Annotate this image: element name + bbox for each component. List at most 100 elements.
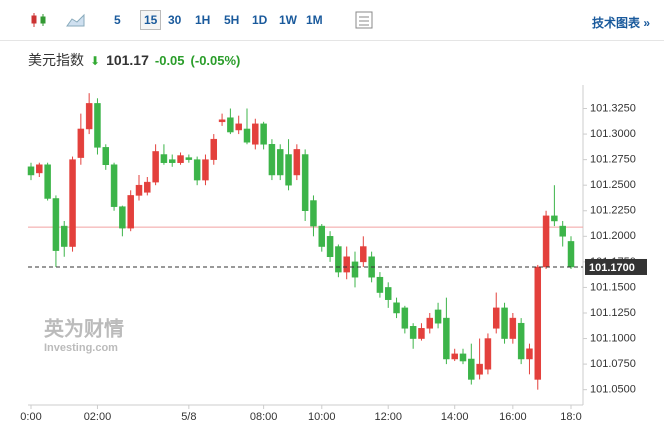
- candle-body: [451, 353, 458, 360]
- last-price-label: 101.1700: [589, 262, 635, 274]
- y-tick-label: 101.1500: [590, 281, 636, 293]
- candle-body: [260, 123, 267, 145]
- candle-body: [227, 117, 234, 133]
- y-tick-label: 101.0500: [590, 384, 636, 396]
- x-tick-label: 16:00: [499, 411, 527, 423]
- candle-body: [534, 266, 542, 380]
- candle-body: [252, 123, 259, 145]
- candle-body: [135, 184, 143, 196]
- candle-body: [492, 307, 500, 329]
- candle-body: [193, 159, 201, 181]
- last-price-box: [585, 258, 647, 275]
- candle-body: [326, 236, 334, 258]
- watermark-cn: 英为财情: [44, 316, 124, 340]
- candle-icon[interactable]: [30, 12, 48, 28]
- candle-body: [318, 225, 326, 247]
- price: 101.17: [106, 52, 149, 68]
- y-tick-label: 101.1000: [590, 332, 636, 344]
- y-tick-label: 101.3000: [590, 128, 636, 140]
- candle-body: [443, 317, 450, 360]
- interval-button[interactable]: 5H: [224, 13, 240, 27]
- candle-body: [310, 200, 317, 227]
- change: -0.05: [154, 53, 185, 68]
- candle-body: [119, 206, 126, 229]
- candle-body: [384, 287, 392, 300]
- candle-body: [235, 123, 242, 131]
- y-tick-label: 101.2250: [590, 205, 636, 217]
- candle-body: [293, 149, 301, 176]
- y-tick-label: 101.2000: [590, 230, 636, 242]
- candle-body: [268, 144, 276, 176]
- interval-button[interactable]: 30: [168, 13, 182, 27]
- candle-body: [559, 225, 566, 237]
- area-icon[interactable]: [66, 12, 86, 28]
- interval-button[interactable]: 15: [140, 10, 162, 30]
- y-tick-label: 101.2750: [590, 154, 636, 166]
- candle-body: [351, 261, 359, 278]
- instrument-name: 美元指数: [28, 52, 84, 68]
- interval-button[interactable]: 1M: [306, 13, 323, 27]
- candle-body: [567, 241, 575, 268]
- down-arrow: ⬇: [90, 54, 101, 68]
- interval-button[interactable]: 1H: [195, 13, 211, 27]
- candle-body: [36, 164, 43, 174]
- candle-body: [185, 157, 193, 160]
- interval-button[interactable]: 1W: [279, 13, 297, 27]
- x-tick-label: 08:00: [250, 411, 278, 423]
- candle-body: [177, 155, 184, 163]
- change-pct: (-0.05%): [190, 53, 241, 68]
- x-tick-label: 12:00: [374, 411, 402, 423]
- candle-body: [409, 326, 417, 339]
- candle-body: [360, 246, 367, 263]
- candle-body: [551, 215, 558, 222]
- candle-body: [85, 103, 93, 130]
- candle-body: [468, 358, 475, 380]
- candle-body: [94, 103, 101, 148]
- candle-body: [44, 164, 51, 199]
- watermark-en: Investing.com: [44, 342, 118, 354]
- candle-body: [152, 151, 159, 183]
- candle-body: [77, 128, 85, 158]
- candle-body: [335, 246, 342, 273]
- candle-body: [434, 309, 442, 324]
- candle-body: [218, 119, 226, 123]
- candle-body: [27, 166, 35, 176]
- x-tick-label: 10:00: [308, 411, 336, 423]
- candle-body: [168, 159, 176, 163]
- candle-body: [484, 338, 492, 370]
- settings-icon[interactable]: [355, 11, 373, 29]
- interval-button[interactable]: 1D: [252, 13, 268, 27]
- candle-body: [426, 317, 434, 329]
- candle-body: [459, 353, 467, 362]
- candle-body: [301, 154, 309, 212]
- candle-body: [60, 225, 68, 247]
- interval-button[interactable]: 5: [114, 13, 121, 27]
- candle-body: [160, 154, 168, 163]
- x-tick-label: 18:0: [560, 411, 581, 423]
- candle-body: [110, 164, 118, 207]
- candle-body: [102, 147, 110, 165]
- candle-body: [52, 198, 60, 251]
- y-tick-label: 101.3250: [590, 102, 636, 114]
- candle-body: [127, 195, 134, 229]
- toolbar: 5 15 30 1H 5H 1D 1W 1M 技术图表 »: [0, 0, 664, 41]
- candle-body: [526, 348, 533, 360]
- candle-body: [243, 128, 251, 143]
- x-tick-label: 5/8: [181, 411, 196, 423]
- candle-body: [276, 149, 284, 176]
- candle-body: [393, 302, 400, 314]
- candle-body: [285, 154, 292, 186]
- candle-body: [418, 328, 425, 339]
- y-tick-label: 101.0750: [590, 358, 636, 370]
- tech-chart-link[interactable]: 技术图表 »: [591, 16, 650, 30]
- x-tick-label: 14:00: [441, 411, 469, 423]
- candle-body: [509, 317, 517, 339]
- candle-body: [542, 215, 550, 268]
- y-tick-label: 101.2500: [590, 179, 636, 191]
- candle-body: [69, 159, 76, 247]
- x-tick-label: 0:00: [20, 411, 41, 423]
- candle-body: [476, 363, 483, 375]
- candle-body: [401, 307, 409, 329]
